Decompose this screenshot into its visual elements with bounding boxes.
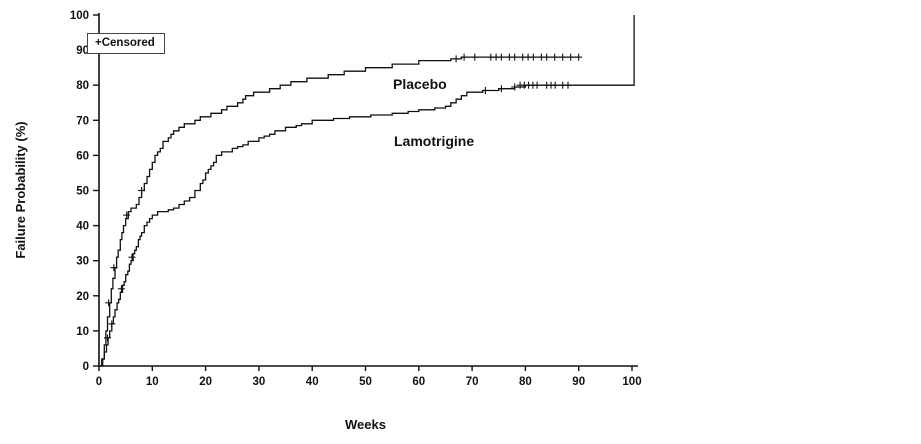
svg-text:90: 90 [76, 45, 89, 57]
svg-text:100: 100 [70, 10, 89, 22]
y-axis-label: Failure Probability (%) [13, 121, 28, 259]
svg-text:70: 70 [466, 376, 479, 388]
svg-text:10: 10 [146, 376, 159, 388]
svg-text:40: 40 [306, 376, 319, 388]
svg-text:100: 100 [622, 376, 641, 388]
x-axis-label: Weeks [345, 417, 386, 432]
svg-text:60: 60 [76, 150, 89, 162]
svg-text:80: 80 [76, 80, 89, 92]
svg-text:50: 50 [359, 376, 372, 388]
placebo-series-label: Placebo [393, 76, 447, 92]
svg-text:10: 10 [76, 326, 89, 338]
svg-text:70: 70 [76, 115, 89, 127]
svg-text:20: 20 [199, 376, 212, 388]
svg-text:90: 90 [572, 376, 585, 388]
svg-text:0: 0 [96, 376, 102, 388]
svg-text:20: 20 [76, 291, 89, 303]
svg-text:60: 60 [412, 376, 425, 388]
censored-legend-label: Censored [101, 37, 155, 49]
svg-text:40: 40 [76, 221, 89, 233]
censored-legend: +Censored [87, 33, 165, 54]
svg-text:30: 30 [76, 256, 89, 268]
svg-text:50: 50 [76, 186, 89, 198]
svg-text:0: 0 [83, 361, 89, 373]
svg-text:80: 80 [519, 376, 532, 388]
lamotrigine-series-label: Lamotrigine [394, 133, 475, 149]
censored-plus-icon: + [95, 37, 102, 49]
svg-text:30: 30 [253, 376, 266, 388]
